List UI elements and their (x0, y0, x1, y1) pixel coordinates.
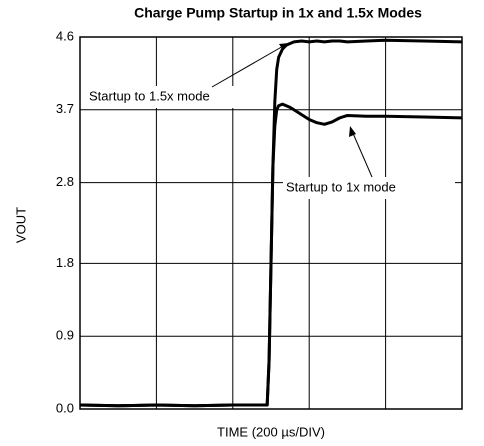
y-tick-label: 3.7 (56, 101, 74, 116)
y-axis-label: VOUT (13, 207, 28, 243)
y-tick-label: 2.8 (56, 174, 74, 189)
x-axis-label: TIME (200 µs/DIV) (217, 424, 325, 439)
y-tick-label: 1.8 (56, 255, 74, 270)
annotation-arrow (211, 44, 286, 88)
series-line (79, 102, 463, 408)
annotation: Startup to 1x mode (286, 179, 396, 194)
annotation: Startup to 1.5x mode (89, 88, 210, 103)
arrow-head (279, 43, 289, 50)
y-tick-label: 4.6 (56, 28, 74, 43)
y-tick-label: 0.9 (56, 328, 74, 343)
chart-title: Charge Pump Startup in 1x and 1.5x Modes (134, 5, 422, 21)
arrow-head (349, 126, 356, 137)
annotation-bg (86, 86, 268, 108)
annotation-arrow (351, 130, 373, 178)
y-tick-label: 0.0 (56, 400, 74, 415)
annotation-bg (283, 177, 455, 199)
